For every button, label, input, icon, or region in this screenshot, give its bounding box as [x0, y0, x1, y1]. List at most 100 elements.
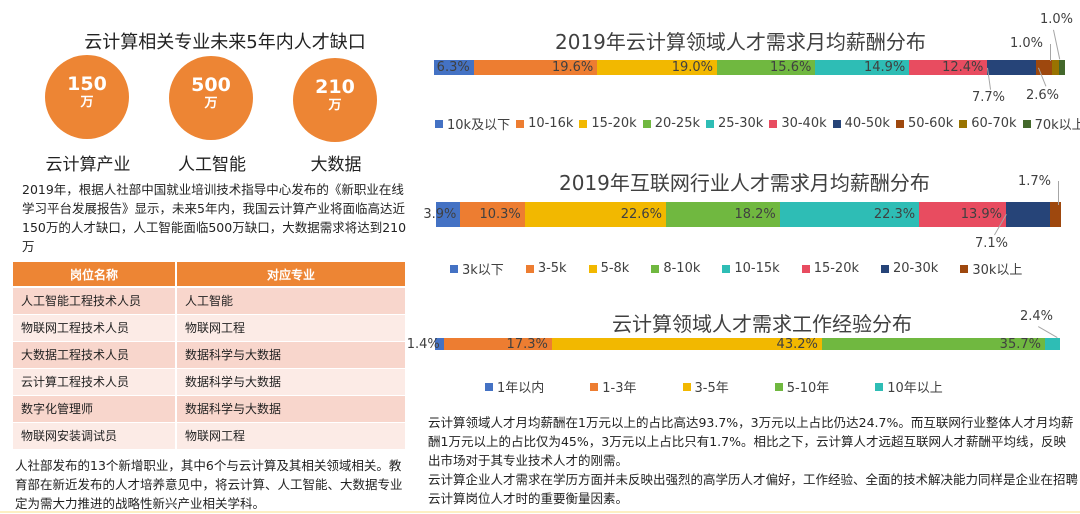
legend-swatch-icon — [722, 264, 731, 273]
stat-value: 210 — [315, 76, 355, 98]
bar-segment: 43.2% — [551, 337, 822, 352]
stat-label-cloud: 云计算产业 — [45, 155, 131, 175]
legend-item: 25-30k — [706, 114, 763, 133]
legend-item: 15-20k — [801, 259, 860, 278]
chart3-title: 云计算领域人才需求工作经验分布 — [612, 312, 912, 336]
bar-segment: 6.3% — [434, 60, 474, 75]
legend-swatch-icon — [832, 119, 841, 128]
leader-line — [1058, 181, 1059, 205]
table-header-row: 岗位名称 对应专业 — [13, 262, 405, 288]
new-occupations-paragraph: 人社部发布的13个新增职业，其中6个与云计算及其相关领域相关。教育部在新近发布的… — [15, 458, 403, 511]
bar-segment: 19.0% — [597, 60, 718, 75]
legend-swatch-icon — [525, 264, 534, 273]
legend-swatch-icon — [1022, 119, 1031, 128]
legend-label: 10-15k — [734, 261, 780, 276]
bottom-divider — [0, 511, 1080, 513]
bar-segment: 15.6% — [717, 60, 816, 75]
job-cell: 物联网安装调试员 — [13, 422, 177, 450]
legend-item: 20-30k — [881, 259, 938, 278]
legend-item: 20-25k — [642, 114, 701, 133]
job-cell: 云计算工程技术人员 — [13, 368, 177, 396]
legend-item: 30-40k — [769, 114, 827, 133]
legend-item: 5-8k — [588, 259, 630, 278]
legend-swatch-icon — [485, 382, 493, 391]
chart1-label-50-60k: 2.6% — [1026, 88, 1060, 103]
table-row: 数字化管理师 数据科学与大数据 — [13, 395, 405, 423]
legend-swatch-icon — [590, 382, 599, 391]
legend-label: 1-3年 — [602, 381, 637, 396]
stat-unit: 万 — [80, 95, 94, 110]
legend-item: 10-16k — [516, 114, 573, 133]
legend-item: 8-10k — [651, 259, 700, 278]
bar-segment: 22.6% — [524, 202, 666, 227]
legend-label: 3k以下 — [462, 263, 504, 278]
bar-segment: 19.6% — [473, 60, 598, 75]
stat-circle-ai: 500 万 — [169, 56, 253, 140]
stat-circle-bigdata: 210 万 — [293, 58, 377, 142]
legend-item: 30k以上 — [960, 259, 1022, 278]
bar-segment — [1006, 202, 1051, 227]
bar-segment — [1050, 202, 1061, 227]
legend-item: 50-60k — [895, 114, 954, 133]
legend-label: 60-70k — [971, 116, 1017, 131]
table-row: 物联网安装调试员 物联网工程 — [13, 422, 405, 450]
legend-label: 25-30k — [718, 116, 764, 131]
legend-label: 20-30k — [893, 261, 939, 276]
legend-label: 15-20k — [813, 261, 860, 276]
table-row: 大数据工程技术人员 数据科学与大数据 — [13, 341, 405, 369]
bar-segment: 35.7% — [821, 337, 1045, 352]
major-cell: 数据科学与大数据 — [176, 341, 405, 369]
legend-label: 50-60k — [907, 116, 954, 131]
legend-swatch-icon — [651, 264, 660, 273]
stat-value: 150 — [67, 73, 107, 95]
table-row: 云计算工程技术人员 数据科学与大数据 — [13, 368, 405, 396]
chart2-legend: 3k以下 3-5k 5-8k 8-10k 10-15k 15-20k 20-30k 30k以上 — [450, 259, 1022, 278]
chart3-legend: 1年以内 1-3年 3-5年 5-10年 10年以上 — [485, 377, 943, 396]
legend-label: 30-40k — [781, 116, 827, 131]
legend-swatch-icon — [774, 382, 783, 391]
bar-segment: 22.3% — [779, 202, 920, 227]
legend-swatch-icon — [516, 119, 525, 128]
chart1-label-70k: 1.0% — [1040, 12, 1074, 27]
legend-item: 3-5k — [525, 259, 567, 278]
job-cell: 数字化管理师 — [13, 395, 177, 423]
bar-segment — [1052, 60, 1059, 75]
legend-item: 10k及以下 — [435, 114, 510, 133]
legend-label: 15-20k — [591, 116, 637, 131]
major-cell: 物联网工程 — [176, 422, 405, 450]
bar-segment: 1.4% — [407, 337, 444, 352]
bar-segment: 17.3% — [443, 337, 552, 352]
legend-label: 40-50k — [844, 116, 890, 131]
chart1-label-40-50k: 7.7% — [972, 90, 1006, 105]
chart2-label-20-30k: 7.1% — [975, 236, 1009, 251]
legend-item: 1年以内 — [485, 377, 544, 396]
legend-label: 20-25k — [654, 116, 701, 131]
legend-swatch-icon — [960, 264, 969, 273]
legend-swatch-icon — [642, 119, 651, 128]
legend-swatch-icon — [875, 382, 884, 391]
legend-label: 3-5年 — [694, 381, 729, 396]
talent-gap-title: 云计算相关专业未来5年内人才缺口 — [84, 32, 366, 53]
chart3-stacked-bar: 1.4% 17.3% 43.2% 35.7% — [407, 337, 1060, 352]
legend-label: 30k以上 — [972, 263, 1023, 278]
table-row: 物联网工程技术人员 物联网工程 — [13, 314, 405, 342]
legend-item: 1-3年 — [590, 377, 637, 396]
job-cell: 大数据工程技术人员 — [13, 341, 177, 369]
major-cell: 数据科学与大数据 — [176, 395, 405, 423]
bar-segment: 14.9% — [815, 60, 910, 75]
legend-label: 5-8k — [600, 261, 630, 276]
salary-paragraph: 云计算领域人才月均薪酬在1万元以上的占比高达93.7%，3万元以上占比仍达24.… — [428, 415, 1074, 468]
legend-label: 1年以内 — [497, 381, 545, 396]
leader-line — [1053, 29, 1061, 60]
legend-label: 70k以上 — [1034, 118, 1080, 133]
chart2-label-30k: 1.7% — [1018, 174, 1052, 189]
talent-gap-paragraph: 2019年，根据人社部中国就业培训技术指导中心发布的《新职业在线学习平台发展报告… — [22, 182, 407, 254]
chart1-title: 2019年云计算领域人才需求月均薪酬分布 — [555, 30, 926, 54]
education-paragraph: 云计算企业人才需求在学历方面并未反映出强烈的高学历人才偏好，工作经验、全面的技术… — [428, 472, 1079, 506]
stat-unit: 万 — [204, 96, 218, 111]
chart3-label-10y: 2.4% — [1020, 309, 1054, 324]
legend-swatch-icon — [435, 119, 443, 128]
legend-item: 10-15k — [722, 259, 780, 278]
column-header-job: 岗位名称 — [13, 262, 177, 288]
major-cell: 物联网工程 — [176, 314, 405, 342]
